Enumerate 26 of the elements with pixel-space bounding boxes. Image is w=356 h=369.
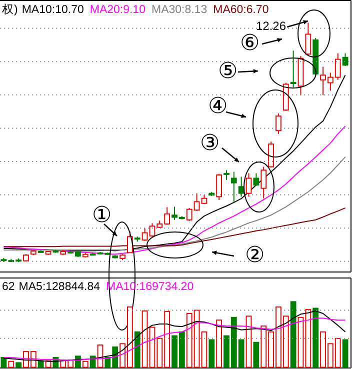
text: MA10:10.70 (22, 4, 84, 16)
annotation: ③ (200, 130, 220, 155)
chart-title: 权) (1, 3, 18, 16)
text: MA20:9.10 (90, 4, 146, 16)
bar (246, 316, 252, 368)
annotation: ② (245, 242, 265, 267)
bar (201, 331, 208, 368)
annotation: ⑤ (218, 58, 238, 83)
text: MA60:6.70 (213, 4, 269, 16)
bar (82, 360, 88, 368)
annotation: ⑥ (240, 30, 260, 55)
bar (290, 301, 296, 368)
bar (216, 320, 222, 368)
bar (253, 342, 260, 368)
bar (312, 308, 319, 368)
bar (342, 339, 348, 368)
text: MA30:8.13 (151, 4, 208, 16)
text: MA5:128844.84 (18, 281, 101, 294)
bar (16, 362, 22, 368)
chart-title: 62 (2, 281, 15, 294)
annotation: 12.26 (256, 19, 286, 33)
annotation: ④ (208, 93, 228, 118)
bar (208, 339, 215, 368)
annotation: ① (92, 202, 112, 227)
bar (8, 360, 14, 368)
bar (134, 331, 140, 368)
